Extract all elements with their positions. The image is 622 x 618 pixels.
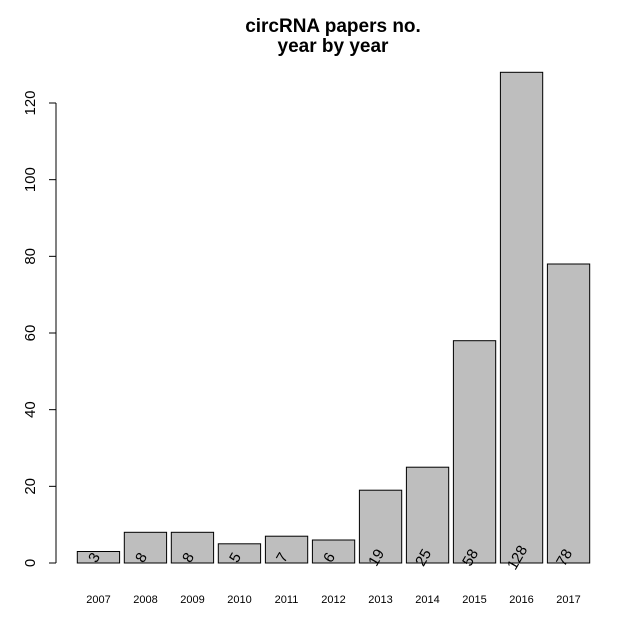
x-category-label: 2015 (462, 594, 486, 606)
bar-data-label: 58 (459, 546, 482, 569)
x-category-label: 2016 (509, 594, 533, 606)
category-labels: 2007 2008 2009 2010 2011 2012 2013 2014 2015 2016… (86, 594, 580, 606)
y-tick-label: 120 (22, 90, 39, 115)
y-tick-label: 60 (22, 325, 39, 342)
y-axis: 0 20 40 60 80 100 120 (22, 90, 57, 567)
bar (170, 531, 215, 564)
bar (499, 71, 544, 564)
bar (123, 531, 168, 564)
x-category-label: 2012 (321, 594, 345, 606)
y-tick-label: 100 (22, 167, 39, 192)
y-tick-label: 40 (22, 401, 39, 418)
x-category-label: 2014 (415, 594, 439, 606)
chart-title-line-1: circRNA papers no. (245, 16, 421, 37)
bar (76, 551, 121, 564)
x-category-label: 2017 (556, 594, 580, 606)
bar (452, 340, 497, 564)
x-category-label: 2011 (275, 594, 299, 606)
x-category-label: 2013 (368, 594, 392, 606)
bar-data-label: 19 (365, 546, 388, 569)
bars (76, 71, 591, 564)
bar (217, 543, 262, 564)
bar (405, 466, 450, 564)
bar (358, 489, 403, 564)
x-category-label: 2007 (86, 594, 110, 606)
y-tick-label: 20 (22, 478, 39, 495)
bar-data-label: 78 (553, 546, 576, 569)
chart-title-line-2: year by year (278, 36, 390, 57)
bar-data-label: 25 (412, 546, 435, 569)
bar (264, 535, 309, 564)
x-category-label: 2010 (227, 594, 251, 606)
x-category-label: 2009 (180, 594, 204, 606)
bar (546, 263, 591, 564)
y-tick-label: 0 (22, 559, 39, 567)
y-tick-label: 80 (22, 248, 39, 265)
bar (311, 539, 356, 564)
x-category-label: 2008 (133, 594, 157, 606)
